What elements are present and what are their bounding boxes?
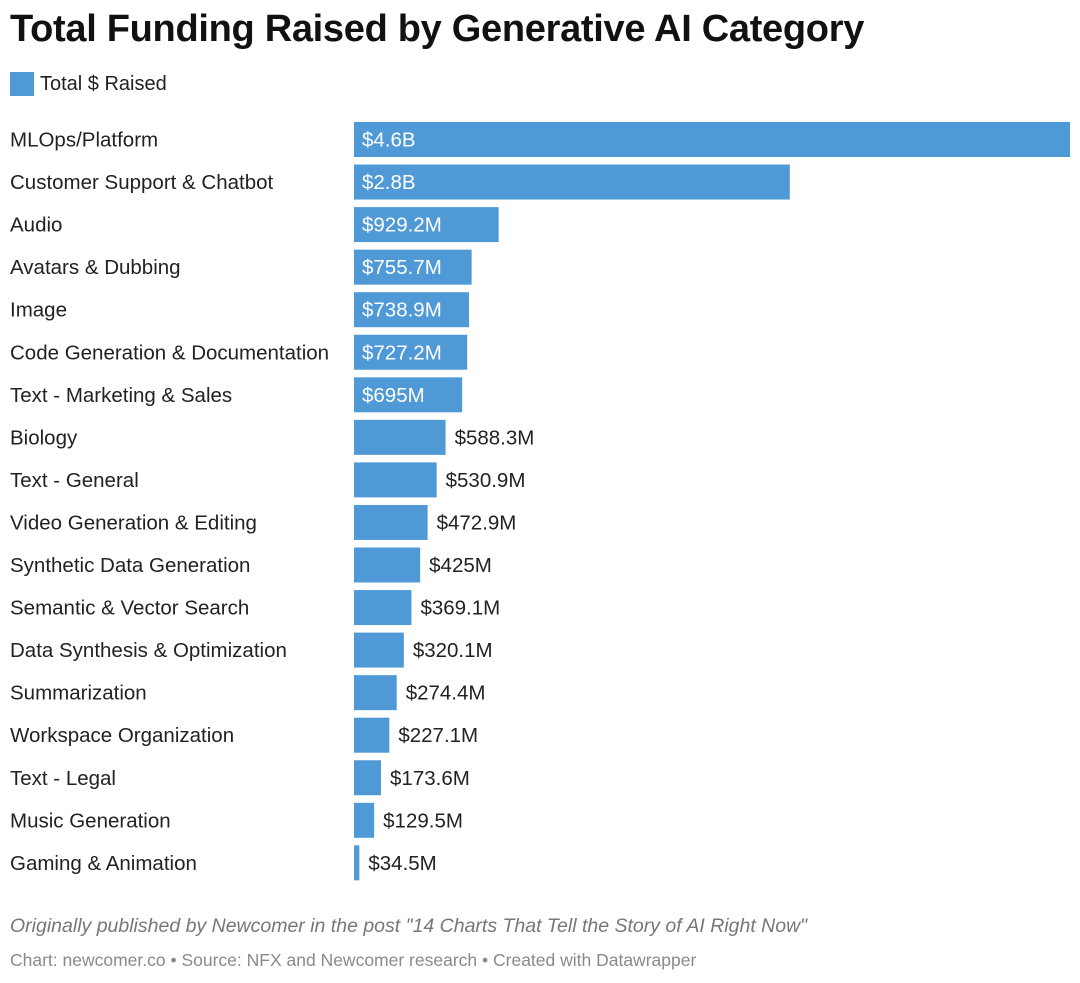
category-label: Data Synthesis & Optimization <box>10 639 287 662</box>
category-label: Gaming & Animation <box>10 852 197 875</box>
legend: Total $ Raised <box>10 72 167 96</box>
category-label: Workspace Organization <box>10 724 234 747</box>
category-label: Biology <box>10 426 78 449</box>
bar <box>354 547 421 583</box>
category-label: Semantic & Vector Search <box>10 597 249 620</box>
bar <box>354 802 375 838</box>
bar <box>354 207 499 243</box>
category-label: Video Generation & Editing <box>10 511 257 534</box>
value-label: $472.9M <box>437 511 517 534</box>
bar <box>354 760 382 796</box>
value-label: $274.4M <box>406 682 486 705</box>
category-label: Synthetic Data Generation <box>10 554 250 577</box>
value-label: $695M <box>362 384 425 407</box>
bar <box>354 590 412 626</box>
bar <box>354 675 397 711</box>
category-label: Avatars & Dubbing <box>10 256 181 279</box>
bar <box>354 292 470 328</box>
value-label: $4.6B <box>362 129 416 152</box>
value-label: $727.2M <box>362 341 442 364</box>
chart-credits: Chart: newcomer.co • Source: NFX and New… <box>10 950 697 970</box>
value-label: $929.2M <box>362 214 442 237</box>
bar <box>354 462 437 498</box>
bar <box>354 717 390 753</box>
category-label: Music Generation <box>10 809 171 832</box>
bar <box>354 122 1070 157</box>
category-label: Audio <box>10 214 62 237</box>
legend-swatch <box>10 72 34 96</box>
category-label: Image <box>10 299 67 322</box>
value-label: $530.9M <box>446 469 526 492</box>
bar <box>354 845 360 881</box>
source-note: Originally published by Newcomer in the … <box>10 915 808 937</box>
chart-title: Total Funding Raised by Generative AI Ca… <box>10 8 865 50</box>
bar <box>354 249 472 285</box>
bar <box>354 504 428 540</box>
category-label: Code Generation & Documentation <box>10 341 329 364</box>
bar <box>354 164 790 200</box>
value-label: $320.1M <box>413 639 493 662</box>
category-label: Text - General <box>10 469 139 492</box>
value-label: $34.5M <box>368 852 436 875</box>
category-label: Text - Legal <box>10 767 116 790</box>
bar-chart: MLOps/Platform $4.6B Customer Support & Ch… <box>10 122 1070 881</box>
bar <box>354 632 404 668</box>
legend-label: Total $ Raised <box>40 72 167 95</box>
category-label: MLOps/Platform <box>10 129 158 152</box>
value-label: $173.6M <box>390 767 470 790</box>
value-label: $755.7M <box>362 256 442 279</box>
value-label: $588.3M <box>455 426 535 449</box>
value-label: $129.5M <box>383 809 463 832</box>
bar <box>354 334 468 370</box>
category-label: Summarization <box>10 682 147 705</box>
bar <box>354 377 463 413</box>
value-label: $227.1M <box>398 724 478 747</box>
category-label: Customer Support & Chatbot <box>10 171 274 194</box>
value-label: $2.8B <box>362 171 416 194</box>
value-label: $425M <box>429 554 492 577</box>
value-label: $738.9M <box>362 299 442 322</box>
value-label: $369.1M <box>420 597 500 620</box>
bar <box>354 419 446 455</box>
category-label: Text - Marketing & Sales <box>10 384 232 407</box>
